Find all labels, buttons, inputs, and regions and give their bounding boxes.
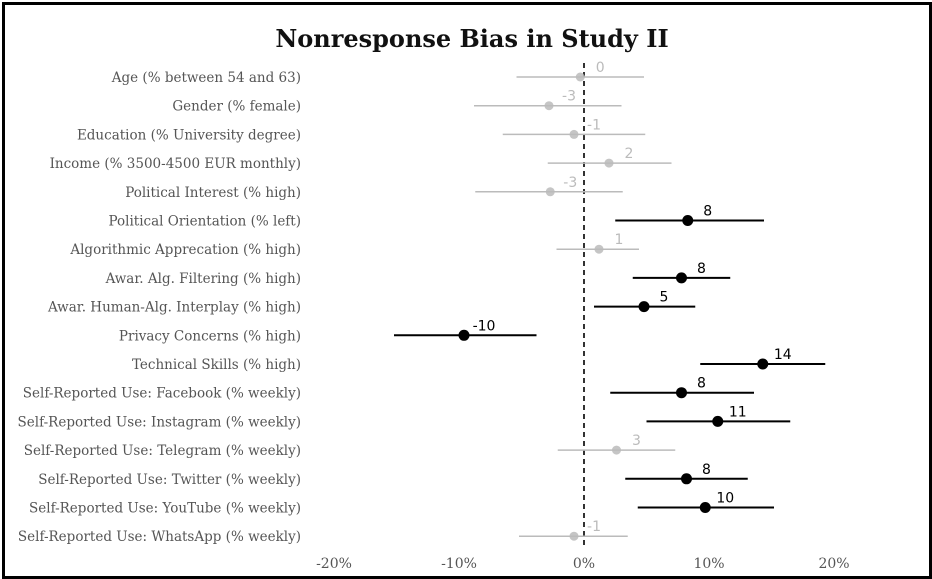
value-label: 0 [596,60,605,76]
row-label: Political Orientation (% left) [109,214,302,230]
value-label: 5 [660,290,669,306]
value-label: 8 [697,376,706,392]
forest-row: Age (% between 54 and 63) 0 [111,60,644,86]
value-label: 3 [632,433,641,449]
point-estimate [569,129,579,139]
point-estimate [594,244,604,254]
value-label: 10 [716,491,734,507]
row-label: Awar. Alg. Filtering (% high) [105,271,301,287]
row-label: Self-Reported Use: Facebook (% weekly) [23,386,301,402]
value-label: 11 [729,404,747,420]
forest-row: Privacy Concerns (% high) -10 [119,318,537,344]
value-label: 8 [697,261,706,277]
point-estimate [638,301,650,313]
forest-row: Awar. Human-Alg. Interplay (% high) 5 [47,290,696,316]
forest-row: Algorithmic Apprecation (% high) 1 [69,232,639,258]
forest-row: Self-Reported Use: WhatsApp (% weekly) -1 [18,519,628,545]
forest-row: Self-Reported Use: YouTube (% weekly) 10 [29,491,774,517]
forest-row: Self-Reported Use: Telegram (% weekly) 3 [24,433,676,459]
row-label: Self-Reported Use: WhatsApp (% weekly) [18,529,301,545]
value-label: -10 [473,318,496,334]
x-tick-label: 0% [573,556,595,572]
row-label: Awar. Human-Alg. Interplay (% high) [47,300,301,316]
forest-row: Self-Reported Use: Twitter (% weekly) 8 [38,462,748,488]
forest-row: Income (% 3500-4500 EUR monthly) 2 [50,146,672,172]
x-tick-label: 20% [818,556,849,572]
row-label: Algorithmic Apprecation (% high) [69,242,301,258]
point-estimate [712,415,724,427]
forest-row: Education (% University degree) -1 [77,117,646,143]
point-estimate [612,445,621,455]
forest-row: Technical Skills (% high) 14 [132,347,826,373]
forest-plot: Nonresponse Bias in Study II Age (% betw… [18,24,850,572]
forest-row: Gender (% female) -3 [172,89,622,115]
row-label: Political Interest (% high) [125,185,301,201]
point-estimate [544,101,554,111]
point-estimate [676,387,687,399]
value-label: 14 [774,347,792,363]
point-estimate [569,531,579,541]
value-label: 8 [702,462,711,478]
chart-title: Nonresponse Bias in Study II [275,24,668,53]
row-label: Self-Reported Use: YouTube (% weekly) [29,501,301,517]
value-label: -3 [562,89,576,105]
row-label: Privacy Concerns (% high) [119,328,301,344]
row-label: Self-Reported Use: Telegram (% weekly) [24,443,301,459]
point-estimate [575,72,585,82]
point-estimate [681,473,692,485]
forest-row: Political Orientation (% left) 8 [109,204,764,230]
point-estimate [545,187,555,197]
point-estimate [699,502,711,513]
row-label: Self-Reported Use: Twitter (% weekly) [38,472,301,488]
row-label: Income (% 3500-4500 EUR monthly) [50,156,301,172]
row-label: Self-Reported Use: Instagram (% weekly) [18,414,301,430]
point-estimate [604,158,614,168]
value-label: -1 [587,117,601,133]
forest-row: Self-Reported Use: Facebook (% weekly) 8 [23,376,754,402]
value-label: 1 [615,232,624,248]
x-tick-label: -10% [441,556,477,572]
x-tick-label: -20% [316,556,352,572]
value-label: 8 [703,204,712,220]
point-estimate [757,358,769,370]
point-estimate [682,215,694,226]
forest-row: Self-Reported Use: Instagram (% weekly) 1… [18,404,791,430]
row-label: Technical Skills (% high) [132,357,301,373]
row-label: Gender (% female) [172,99,301,115]
value-label: -3 [563,175,577,191]
value-label: 2 [625,146,634,162]
row-label: Age (% between 54 and 63) [111,70,301,86]
forest-row: Awar. Alg. Filtering (% high) 8 [105,261,731,287]
point-estimate [676,272,687,284]
row-label: Education (% University degree) [77,127,301,143]
point-estimate [458,329,470,341]
value-label: -1 [587,519,601,535]
x-tick-label: 10% [693,556,724,572]
forest-row: Political Interest (% high) -3 [125,175,623,201]
